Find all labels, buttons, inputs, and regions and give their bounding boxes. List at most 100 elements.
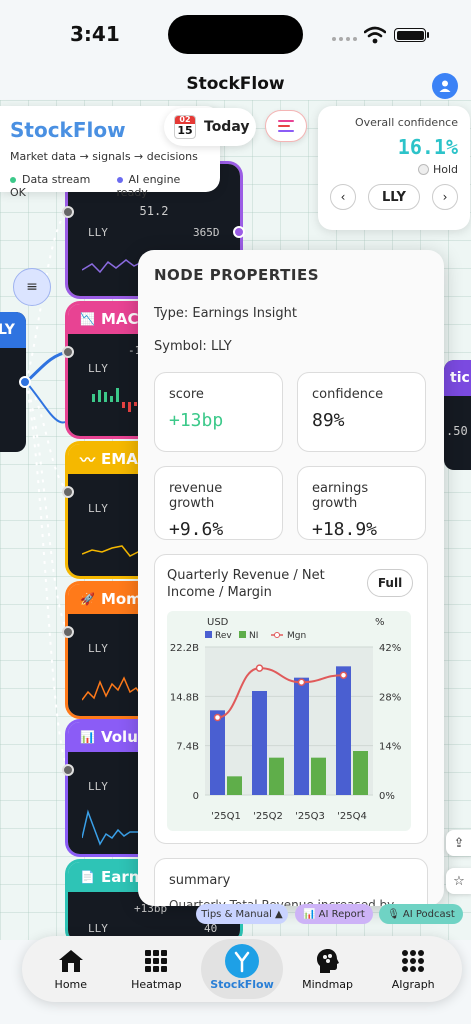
- metric-card-confidence: confidence 89%: [297, 372, 426, 452]
- app-title: StockFlow: [186, 74, 285, 94]
- node-port[interactable]: [62, 764, 74, 776]
- ai-report-button[interactable]: 📊 AI Report: [295, 904, 373, 924]
- summary-text: Quarterly Total Revenue increased by: [169, 898, 395, 906]
- metric-label: earnings growth: [312, 481, 369, 511]
- today-button[interactable]: 02 15 Today: [164, 108, 256, 146]
- bar-rev: [210, 710, 225, 795]
- battery-cap: [427, 32, 429, 38]
- margin-point: [297, 678, 306, 686]
- node-port[interactable]: [62, 346, 74, 358]
- hold-radio-icon[interactable]: [417, 164, 429, 175]
- stance: Hold: [330, 163, 458, 176]
- y-right-axis-label: %: [375, 617, 385, 628]
- ema-node-label: EMA: [101, 450, 138, 468]
- x-tick-label: '25Q1: [211, 811, 241, 822]
- node-port[interactable]: [62, 626, 74, 638]
- confidence-card: Overall confidence 16.1% Hold ‹ LLY ›: [318, 106, 470, 230]
- tab-home[interactable]: Home: [30, 939, 112, 999]
- bar-ni: [227, 776, 242, 795]
- list-menu-button[interactable]: [265, 110, 307, 142]
- y-axis-label: USD: [207, 617, 229, 628]
- momentum-node-symbol: LLY: [88, 642, 108, 655]
- node-port[interactable]: [62, 486, 74, 498]
- tab-bar: Home Heatmap StockFlow Mindmap AIgraph: [22, 936, 462, 1002]
- ema-node-symbol: LLY: [88, 502, 108, 515]
- prev-symbol-button[interactable]: ‹: [330, 184, 356, 210]
- battery-icon: [394, 28, 426, 42]
- margin-point: [213, 713, 222, 722]
- tab-aigraph[interactable]: AIgraph: [372, 939, 454, 999]
- tab-stockflow[interactable]: StockFlow: [200, 939, 283, 999]
- x-tick-label: '25Q3: [295, 811, 325, 822]
- y-right-tick-label: 42%: [379, 643, 401, 654]
- home-icon: [58, 949, 83, 972]
- stance-label: Hold: [432, 163, 458, 176]
- symbol-node-label: LY: [0, 312, 26, 348]
- metric-value: +13bp: [169, 410, 224, 431]
- stockflow-icon: [224, 943, 259, 978]
- tab-label: Home: [54, 977, 88, 991]
- brand-name: StockFlow: [10, 118, 126, 142]
- metric-value: +9.6%: [169, 519, 224, 540]
- podcast-label: AI Podcast: [402, 908, 455, 920]
- tab-mindmap[interactable]: Mindmap: [287, 939, 369, 999]
- next-symbol-button[interactable]: ›: [432, 184, 458, 210]
- status-ai-dot-icon: [116, 177, 123, 183]
- metric-label: confidence: [312, 387, 384, 402]
- y-right-tick-label: 0%: [379, 791, 395, 802]
- microphone-icon: 🎙: [387, 908, 400, 920]
- momentum-node-label: Mom: [100, 590, 142, 608]
- y-tick-label: 22.2B: [170, 643, 199, 654]
- y-tick-label: 14.8B: [170, 692, 199, 703]
- legend-marker: [274, 632, 280, 638]
- bar-chart-icon: 📊: [80, 730, 95, 744]
- user-icon: [439, 80, 451, 92]
- star-icon[interactable]: ☆: [446, 868, 471, 894]
- panel-title: NODE PROPERTIES: [154, 266, 319, 284]
- y-right-tick-label: 14%: [379, 742, 401, 753]
- canvas-menu-button[interactable]: ≡: [13, 268, 51, 306]
- node-port[interactable]: [62, 206, 74, 218]
- margin-point: [255, 664, 264, 672]
- bar-rev: [336, 666, 351, 795]
- grid-icon: [145, 949, 168, 972]
- metric-card-earnings-growth: earnings growth +18.9%: [297, 466, 426, 540]
- node-symbol: Symbol: LLY: [154, 339, 232, 354]
- financials-chart: 0 7.4B 14.8B 22.2B 0% 14% 28% 42% USD % Rev NI Mgn '2…: [170, 617, 401, 822]
- rocket-icon: 🚀: [80, 592, 95, 606]
- node-port[interactable]: [233, 226, 245, 238]
- ai-podcast-button[interactable]: 🎙 AI Podcast: [379, 904, 463, 924]
- node-properties-panel[interactable]: NODE PROPERTIES Type: Earnings Insight S…: [138, 250, 444, 906]
- calendar-month: 02: [175, 116, 195, 124]
- rsi-node-symbol: LLY: [88, 226, 108, 239]
- status-time: 3:41: [70, 22, 120, 46]
- x-tick-label: '25Q4: [337, 811, 367, 822]
- bar-rev: [294, 677, 309, 795]
- symbol-selector[interactable]: LLY: [368, 184, 420, 210]
- share-icon[interactable]: ⇪: [446, 830, 471, 856]
- tab-heatmap[interactable]: Heatmap: [115, 939, 197, 999]
- node-port[interactable]: [19, 376, 31, 388]
- tab-label: Heatmap: [131, 977, 182, 991]
- macd-node-symbol: LLY: [88, 362, 108, 375]
- full-chart-button[interactable]: Full: [367, 569, 413, 597]
- profile-avatar-icon[interactable]: [432, 73, 458, 99]
- analytics-node-value: .50: [446, 424, 468, 438]
- ai-status-label: AI engine ready: [116, 173, 181, 199]
- brand-tagline: Market data → signals → decisions: [10, 150, 198, 163]
- node-type: Type: Earnings Insight: [154, 306, 297, 321]
- ai-status: AI engine ready: [116, 173, 210, 199]
- metric-card-revenue-growth: revenue growth +9.6%: [154, 466, 283, 540]
- metric-label: revenue growth: [169, 481, 223, 511]
- y-tick-label: 0: [193, 791, 199, 802]
- tips-manual-button[interactable]: Tips & Manual ▲: [196, 904, 288, 924]
- y-right-tick-label: 28%: [379, 692, 401, 703]
- report-label: AI Report: [318, 908, 365, 920]
- confidence-value: 16.1%: [397, 135, 458, 159]
- margin-point: [339, 671, 348, 679]
- chart-title: Quarterly Revenue / Net Income / Margin: [167, 568, 325, 600]
- analytics-node[interactable]: tic F .50: [444, 360, 471, 470]
- calendar-day: 15: [177, 124, 193, 137]
- volume-sparkline: [82, 809, 222, 846]
- legend-swatch: [205, 631, 212, 638]
